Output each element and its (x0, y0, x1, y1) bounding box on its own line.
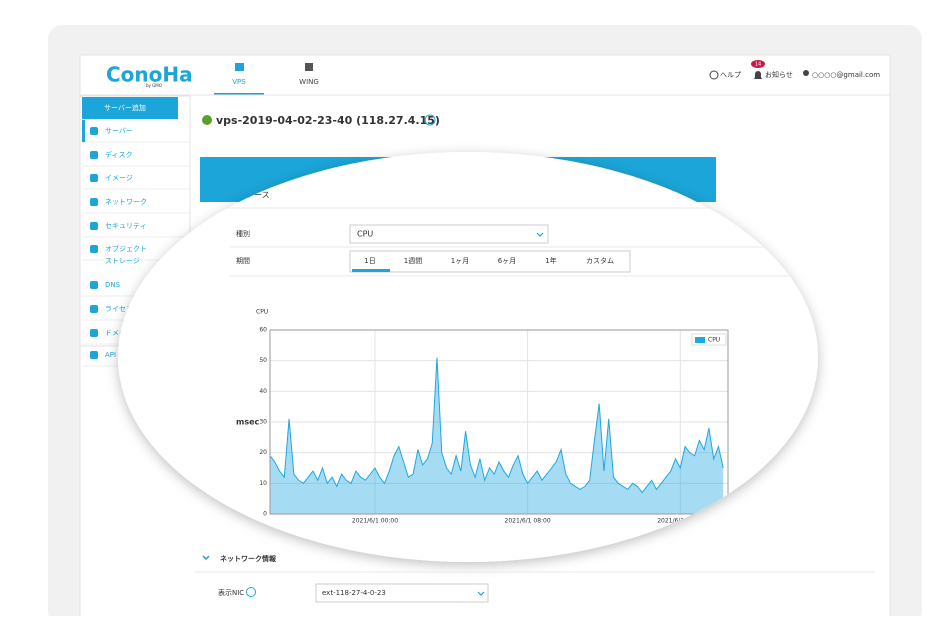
nav-icon (90, 151, 98, 159)
user-icon (803, 70, 809, 76)
tab-vps[interactable]: VPS (232, 78, 246, 86)
nav-icon (90, 281, 98, 289)
legend-swatch (695, 337, 705, 343)
network-heading: ネットワーク情報 (220, 554, 277, 563)
nav-icon (90, 127, 98, 135)
nav-item[interactable]: サーバー (105, 127, 133, 135)
y-tick-label: 20 (259, 449, 267, 456)
vps-icon (235, 63, 244, 71)
nav-item[interactable]: DNS (105, 281, 121, 289)
nic-label: 表示NIC (218, 588, 244, 597)
tab-underline (214, 93, 264, 95)
help-icon (709, 70, 719, 80)
nav-icon (90, 329, 98, 337)
plot-frame (269, 329, 729, 515)
nav-active (82, 120, 85, 142)
nic-value: ext-118-27-4-0-23 (322, 589, 386, 597)
select-arrow (536, 232, 544, 237)
period-option[interactable]: 1週間 (404, 256, 422, 265)
period-selected (352, 269, 390, 272)
nav-icon (90, 198, 98, 206)
y-tick-label: 30 (259, 419, 267, 426)
kind-value: CPU (357, 230, 373, 239)
add-server-label: サーバー追加 (104, 103, 146, 112)
nav-icon (90, 222, 98, 230)
tab-wing[interactable]: WING (299, 78, 319, 86)
period-option[interactable]: 6ヶ月 (498, 257, 516, 265)
area-line (269, 357, 724, 494)
resource-heading: リソース (238, 191, 270, 200)
period-option[interactable]: 1ヶ月 (451, 257, 469, 265)
period-option[interactable]: 1年 (545, 256, 556, 265)
area-fill (270, 357, 724, 514)
badge (751, 60, 765, 68)
badge-count: 14 (755, 62, 761, 68)
server-title: vps-2019-04-02-23-40 (118.27.4.15) (216, 114, 440, 127)
nav-item[interactable]: イメージ (105, 174, 133, 182)
logo: ConoHa (106, 63, 193, 87)
nav-item[interactable]: ネットワーク (105, 198, 147, 206)
info-icon (246, 587, 256, 597)
nav-icon (90, 245, 98, 253)
legend-label: CPU (708, 337, 720, 344)
nav-item[interactable]: API (105, 351, 116, 359)
select-arrow (477, 591, 485, 596)
news[interactable]: お知らせ (765, 70, 793, 79)
y-tick-label: 40 (259, 388, 267, 395)
unit-label: CPU (256, 309, 268, 316)
period-option[interactable]: カスタム (586, 256, 614, 265)
help[interactable]: ヘルプ (720, 71, 741, 79)
period-option[interactable]: 1日 (364, 257, 375, 265)
power-icon (202, 115, 212, 125)
info-icon (424, 114, 436, 126)
y-tick-label: 0 (263, 511, 267, 518)
nav-icon (90, 305, 98, 313)
period-label: 期間 (236, 257, 250, 265)
nav-icon (90, 174, 98, 182)
nav-item[interactable]: ドメイン (105, 329, 133, 337)
y-tick-label: 10 (259, 480, 267, 487)
kind-label: 種別 (236, 229, 250, 238)
kind-select[interactable] (349, 224, 549, 244)
chevron (202, 555, 210, 561)
nav-item[interactable]: セキュリティ (105, 222, 147, 230)
y-axis-label: msec (236, 418, 260, 427)
period-group (349, 250, 631, 273)
nav-item[interactable]: ライセンス (105, 305, 140, 313)
nav-icon (90, 351, 98, 359)
wing-icon (305, 63, 313, 71)
add-server[interactable] (82, 97, 178, 119)
logo-sub: by GMO (146, 83, 162, 88)
nav-item[interactable]: ストレージ (105, 257, 140, 265)
x-tick-label: 2021/6/1 00:00 (352, 518, 398, 525)
account[interactable]: ○○○○@gmail.com (812, 71, 880, 79)
y-tick-label: 50 (259, 357, 267, 364)
legend-box (691, 333, 727, 346)
nav-item[interactable]: オブジェクト (105, 244, 147, 253)
x-tick-label: 2021/6/1 08:00 (505, 518, 551, 525)
y-tick-label: 60 (259, 327, 267, 334)
nav-item[interactable]: ディスク (105, 150, 133, 159)
bell-icon (754, 71, 762, 79)
nic-select[interactable] (315, 583, 489, 603)
